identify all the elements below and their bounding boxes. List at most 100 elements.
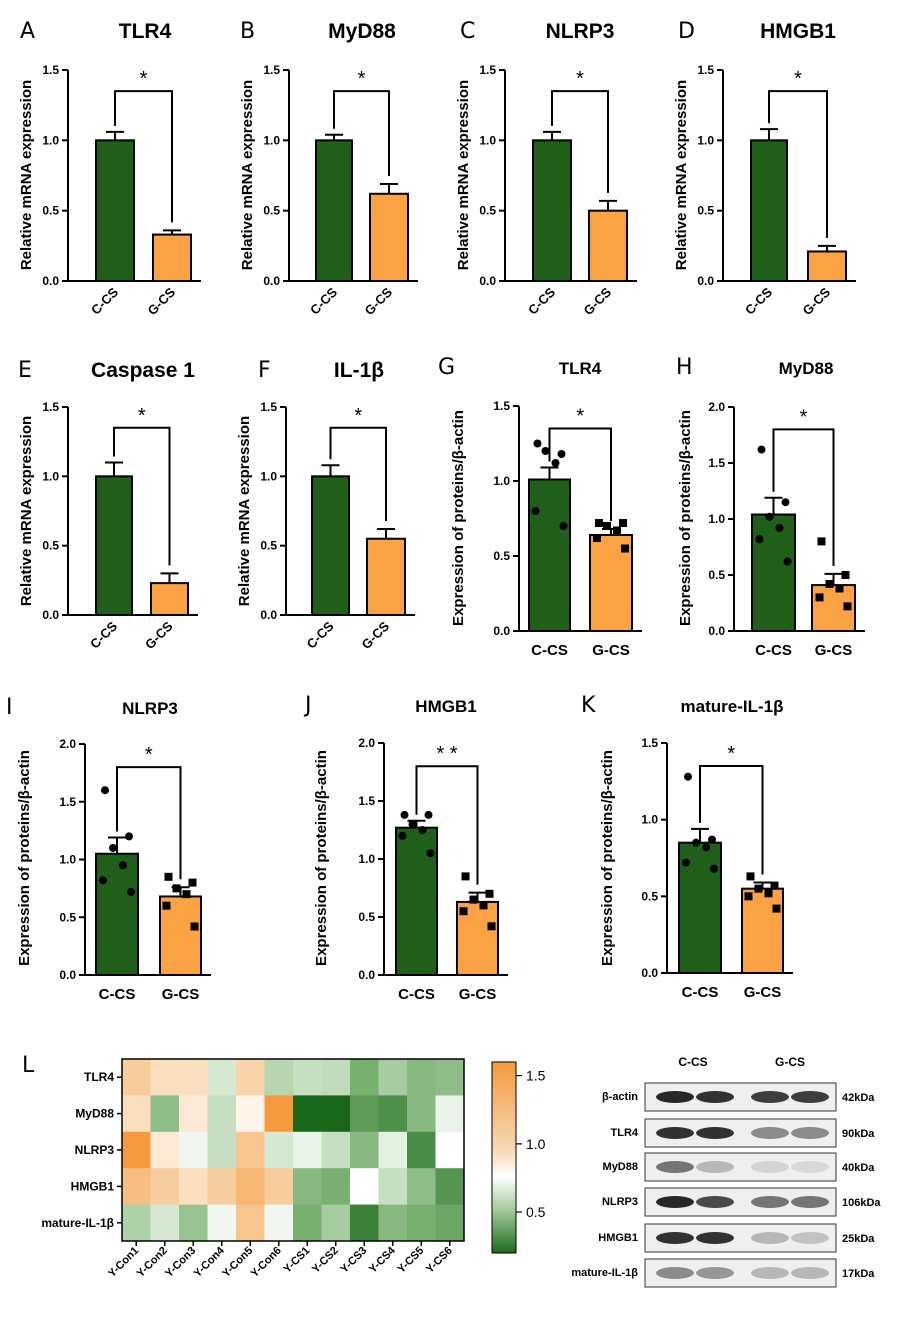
- data-point: [710, 864, 718, 873]
- wb-protein-label: β-actin: [602, 1091, 638, 1103]
- heatmap-cell: [378, 1059, 408, 1096]
- data-point: [109, 843, 117, 852]
- heatmap-cell: [435, 1095, 465, 1133]
- wb-band: [656, 1127, 694, 1139]
- heatmap-cell: [378, 1204, 408, 1242]
- y-tick-label: 1.0: [641, 813, 658, 827]
- western-blot-panel: C-CS G-CS β-actin 42kDa TLR4 90kDa MyD88 40kD…: [571, 1055, 881, 1288]
- wb-band: [751, 1196, 789, 1208]
- x-category-label: G-CS: [359, 618, 393, 652]
- heatmap-cell: [264, 1204, 294, 1242]
- data-point: [835, 584, 844, 593]
- bar-gcs: [741, 887, 784, 975]
- significance-bracket: [548, 427, 612, 521]
- heatmap-cell: [435, 1168, 465, 1206]
- wb-band: [696, 1232, 734, 1244]
- heatmap-row-label: TLR4: [84, 1070, 114, 1084]
- wb-band: [656, 1196, 694, 1208]
- data-point: [469, 895, 478, 904]
- data-point: [775, 523, 784, 532]
- data-point: [841, 571, 850, 579]
- y-tick-label: 0.5: [697, 204, 714, 218]
- data-point: [817, 537, 826, 546]
- y-axis-label: Expression of proteins/β-actin: [599, 750, 616, 966]
- heatmap-col-label: Y-CS2: [310, 1245, 341, 1276]
- significance-marker: * *: [436, 743, 457, 765]
- heatmap-cell: [236, 1095, 265, 1133]
- significance-marker: *: [354, 405, 362, 427]
- heatmap-cell: [207, 1131, 237, 1169]
- panel-E: E Caspase 1 Relative mRNA expression 0.0 0.5…: [18, 358, 198, 652]
- colorbar: [491, 1061, 517, 1254]
- colorbar-tick-label: 1.0: [526, 1136, 546, 1152]
- y-tick-label: 0.5: [260, 539, 277, 553]
- y-tick-label: 1.0: [263, 133, 280, 147]
- heatmap-col-label: Y-Con3: [163, 1245, 198, 1280]
- panel-letter: C: [460, 19, 475, 44]
- wb-band: [751, 1267, 789, 1279]
- panel-title: NLRP3: [546, 20, 615, 43]
- wb-band: [751, 1232, 789, 1244]
- data-point: [746, 872, 755, 881]
- y-tick-label: 0.5: [641, 889, 658, 903]
- panel-letter: B: [240, 19, 255, 44]
- significance-bracket: [551, 90, 609, 193]
- x-category-label: C-CS: [755, 642, 792, 659]
- data-point: [408, 820, 417, 829]
- heatmap-cell: [264, 1131, 294, 1169]
- y-tick-label: 0.0: [59, 968, 76, 982]
- heatmap-cell: [321, 1095, 351, 1133]
- panel-J: J HMGB1 Expression of proteins/β-actin 0.0 0…: [303, 693, 508, 1003]
- heatmap-row-label: HMGB1: [71, 1179, 115, 1193]
- x-category-label: C-CS: [99, 986, 136, 1003]
- wb-band: [656, 1091, 694, 1103]
- y-tick-label: 0.0: [641, 966, 658, 980]
- significance-marker: *: [138, 405, 146, 427]
- data-point: [764, 889, 773, 898]
- data-point: [418, 826, 427, 834]
- heatmap-cell: [150, 1131, 180, 1169]
- y-tick-label: 0.5: [479, 204, 496, 218]
- wb-band: [656, 1267, 694, 1279]
- heatmap-col-label: Y-CS1: [281, 1245, 312, 1276]
- heatmap-cell: [321, 1059, 351, 1096]
- data-point: [557, 450, 566, 458]
- heatmap-cell: [150, 1095, 180, 1133]
- data-point: [682, 858, 690, 867]
- heatmap-cell: [378, 1168, 408, 1206]
- wb-protein-label: HMGB1: [598, 1232, 638, 1244]
- y-tick-label: 0.5: [59, 910, 76, 924]
- colorbar-tick-label: 1.5: [526, 1068, 546, 1084]
- y-axis-label: Relative mRNA expression: [673, 80, 690, 270]
- panel-B: B MyD88 Relative mRNA expression 0.0 0.5 1.0 1…: [239, 19, 418, 318]
- y-tick-label: 1.5: [42, 400, 59, 414]
- heatmap-cell: [293, 1095, 322, 1133]
- y-tick-label: 1.5: [697, 63, 714, 77]
- panel-C: C NLRP3 Relative mRNA expression 0.0 0.5 1.0 1…: [455, 19, 637, 318]
- panel-A: A TLR4 Relative mRNA expression 0.0 0.5 1.0 1.…: [18, 19, 201, 318]
- significance-marker: *: [140, 68, 148, 90]
- heatmap-col-label: Y-Con5: [220, 1245, 255, 1280]
- y-tick-label: 1.0: [708, 512, 725, 526]
- heatmap-row-label: MyD88: [75, 1107, 114, 1121]
- y-tick-label: 1.0: [42, 469, 59, 483]
- panel-I: I NLRP3 Expression of proteins/β-actin 0.0 0…: [6, 695, 211, 1003]
- wb-band: [696, 1196, 734, 1208]
- wb-protein-label: MyD88: [603, 1161, 638, 1173]
- y-tick-label: 0.0: [708, 624, 725, 638]
- y-axis-label: Relative mRNA expression: [236, 416, 253, 606]
- x-category-label: C-CS: [307, 284, 340, 317]
- y-tick-label: 0.5: [358, 910, 375, 924]
- heatmap-cell: [435, 1131, 465, 1169]
- wb-group-label-ccs: C-CS: [678, 1055, 707, 1069]
- heatmap-col-label: Y-CS3: [338, 1245, 369, 1276]
- heatmap-cell: [122, 1059, 151, 1096]
- panel-title: MyD88: [328, 20, 396, 43]
- y-tick-label: 1.5: [42, 63, 59, 77]
- heatmap-cell: [150, 1168, 180, 1206]
- bar-ccs: [311, 475, 350, 617]
- data-point: [825, 579, 834, 588]
- heatmap-cell: [293, 1168, 322, 1206]
- heatmap-cell: [179, 1095, 208, 1133]
- y-tick-label: 2.0: [59, 737, 76, 751]
